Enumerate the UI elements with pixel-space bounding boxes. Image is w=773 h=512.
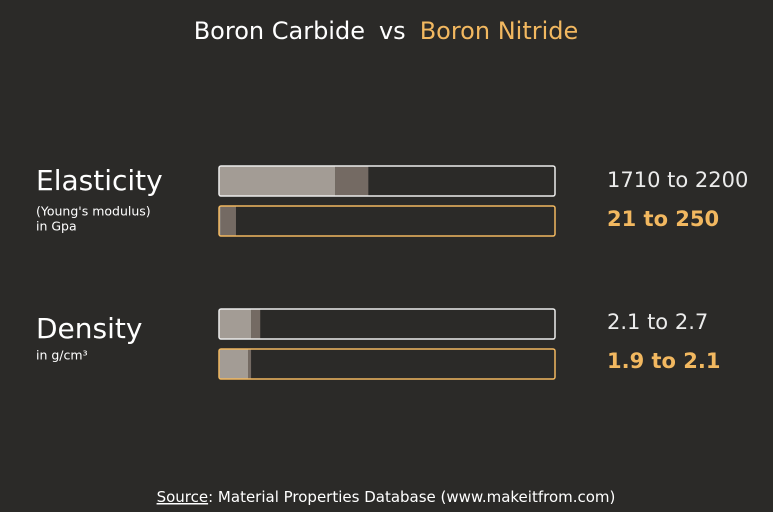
bar-light xyxy=(219,309,252,339)
title-series-a: Boron Carbide xyxy=(194,17,365,45)
source-label: Source xyxy=(157,488,209,506)
title-series-b: Boron Nitride xyxy=(420,17,579,45)
bar-frame xyxy=(218,205,556,237)
value-label: 1710 to 2200 xyxy=(607,168,748,192)
group-sublabel: (Young's modulus) xyxy=(36,204,151,219)
bar-light xyxy=(219,349,249,379)
bar-frame xyxy=(218,165,556,197)
bar-dark xyxy=(248,349,252,379)
value-label: 21 to 250 xyxy=(607,207,719,231)
group-label: Density xyxy=(36,312,142,345)
bar-light xyxy=(219,166,336,196)
title-separator: vs xyxy=(379,17,406,45)
group-sublabel: in g/cm³ xyxy=(36,348,88,363)
bar-frame xyxy=(218,348,556,380)
value-label: 2.1 to 2.7 xyxy=(607,310,708,334)
bar-dark xyxy=(251,309,261,339)
group-sublabel: in Gpa xyxy=(36,219,77,234)
source-text: : Material Properties Database (www.make… xyxy=(208,488,615,506)
bar-dark xyxy=(335,166,369,196)
bar-frame xyxy=(218,308,556,340)
chart-title: Boron Carbide vs Boron Nitride xyxy=(194,17,579,45)
bar-dark xyxy=(220,206,236,236)
source: Source: Material Properties Database (ww… xyxy=(157,488,616,506)
value-label: 1.9 to 2.1 xyxy=(607,349,721,373)
group-label: Elasticity xyxy=(36,164,163,197)
